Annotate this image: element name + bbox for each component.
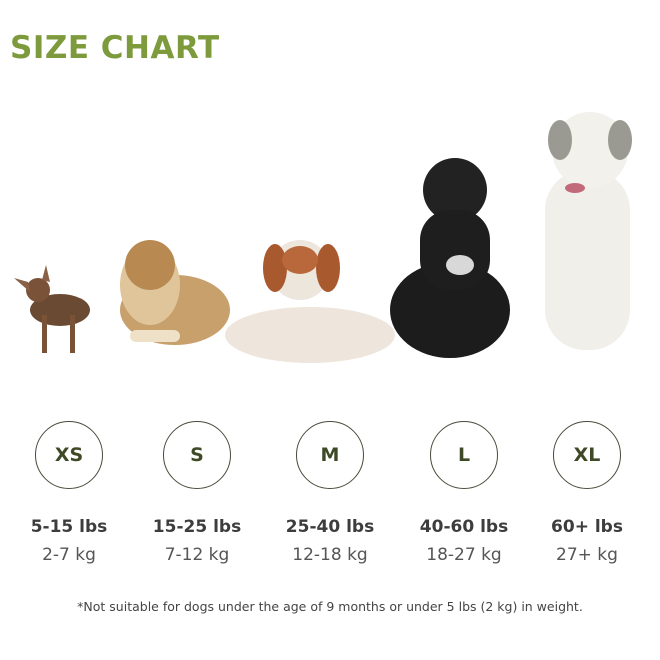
size-badge: M <box>296 421 364 489</box>
brittany-dog-image <box>225 240 395 363</box>
chihuahua-dog-image <box>14 265 90 353</box>
size-column-l: L 40-60 lbs 18-27 kg <box>394 421 534 565</box>
size-column-s: S 15-25 lbs 7-12 kg <box>127 421 267 565</box>
size-column-xs: XS 5-15 lbs 2-7 kg <box>0 421 139 565</box>
size-column-m: M 25-40 lbs 12-18 kg <box>260 421 400 565</box>
size-badge: XL <box>553 421 621 489</box>
weight-lbs: 25-40 lbs <box>285 517 375 537</box>
size-badge: L <box>430 421 498 489</box>
weight-lbs: 60+ lbs <box>551 517 623 537</box>
disclaimer-note: *Not suitable for dogs under the age of … <box>77 599 583 614</box>
size-badge: XS <box>35 421 103 489</box>
weight-lbs: 40-60 lbs <box>419 517 509 537</box>
weight-kg: 12-18 kg <box>292 545 368 565</box>
size-column-xl: XL 60+ lbs 27+ kg <box>517 421 657 565</box>
weight-kg: 18-27 kg <box>426 545 502 565</box>
size-badge: S <box>163 421 231 489</box>
black-doodle-dog-image <box>390 158 510 358</box>
pyrenees-dog-image <box>545 112 632 350</box>
dogs-photo <box>14 112 632 363</box>
weight-lbs: 15-25 lbs <box>152 517 242 537</box>
weight-kg: 2-7 kg <box>42 545 96 565</box>
collie-dog-image <box>120 240 230 345</box>
page-title: SIZE CHART <box>10 30 220 66</box>
weight-kg: 27+ kg <box>556 545 618 565</box>
weight-lbs: 5-15 lbs <box>30 517 108 537</box>
weight-kg: 7-12 kg <box>164 545 230 565</box>
